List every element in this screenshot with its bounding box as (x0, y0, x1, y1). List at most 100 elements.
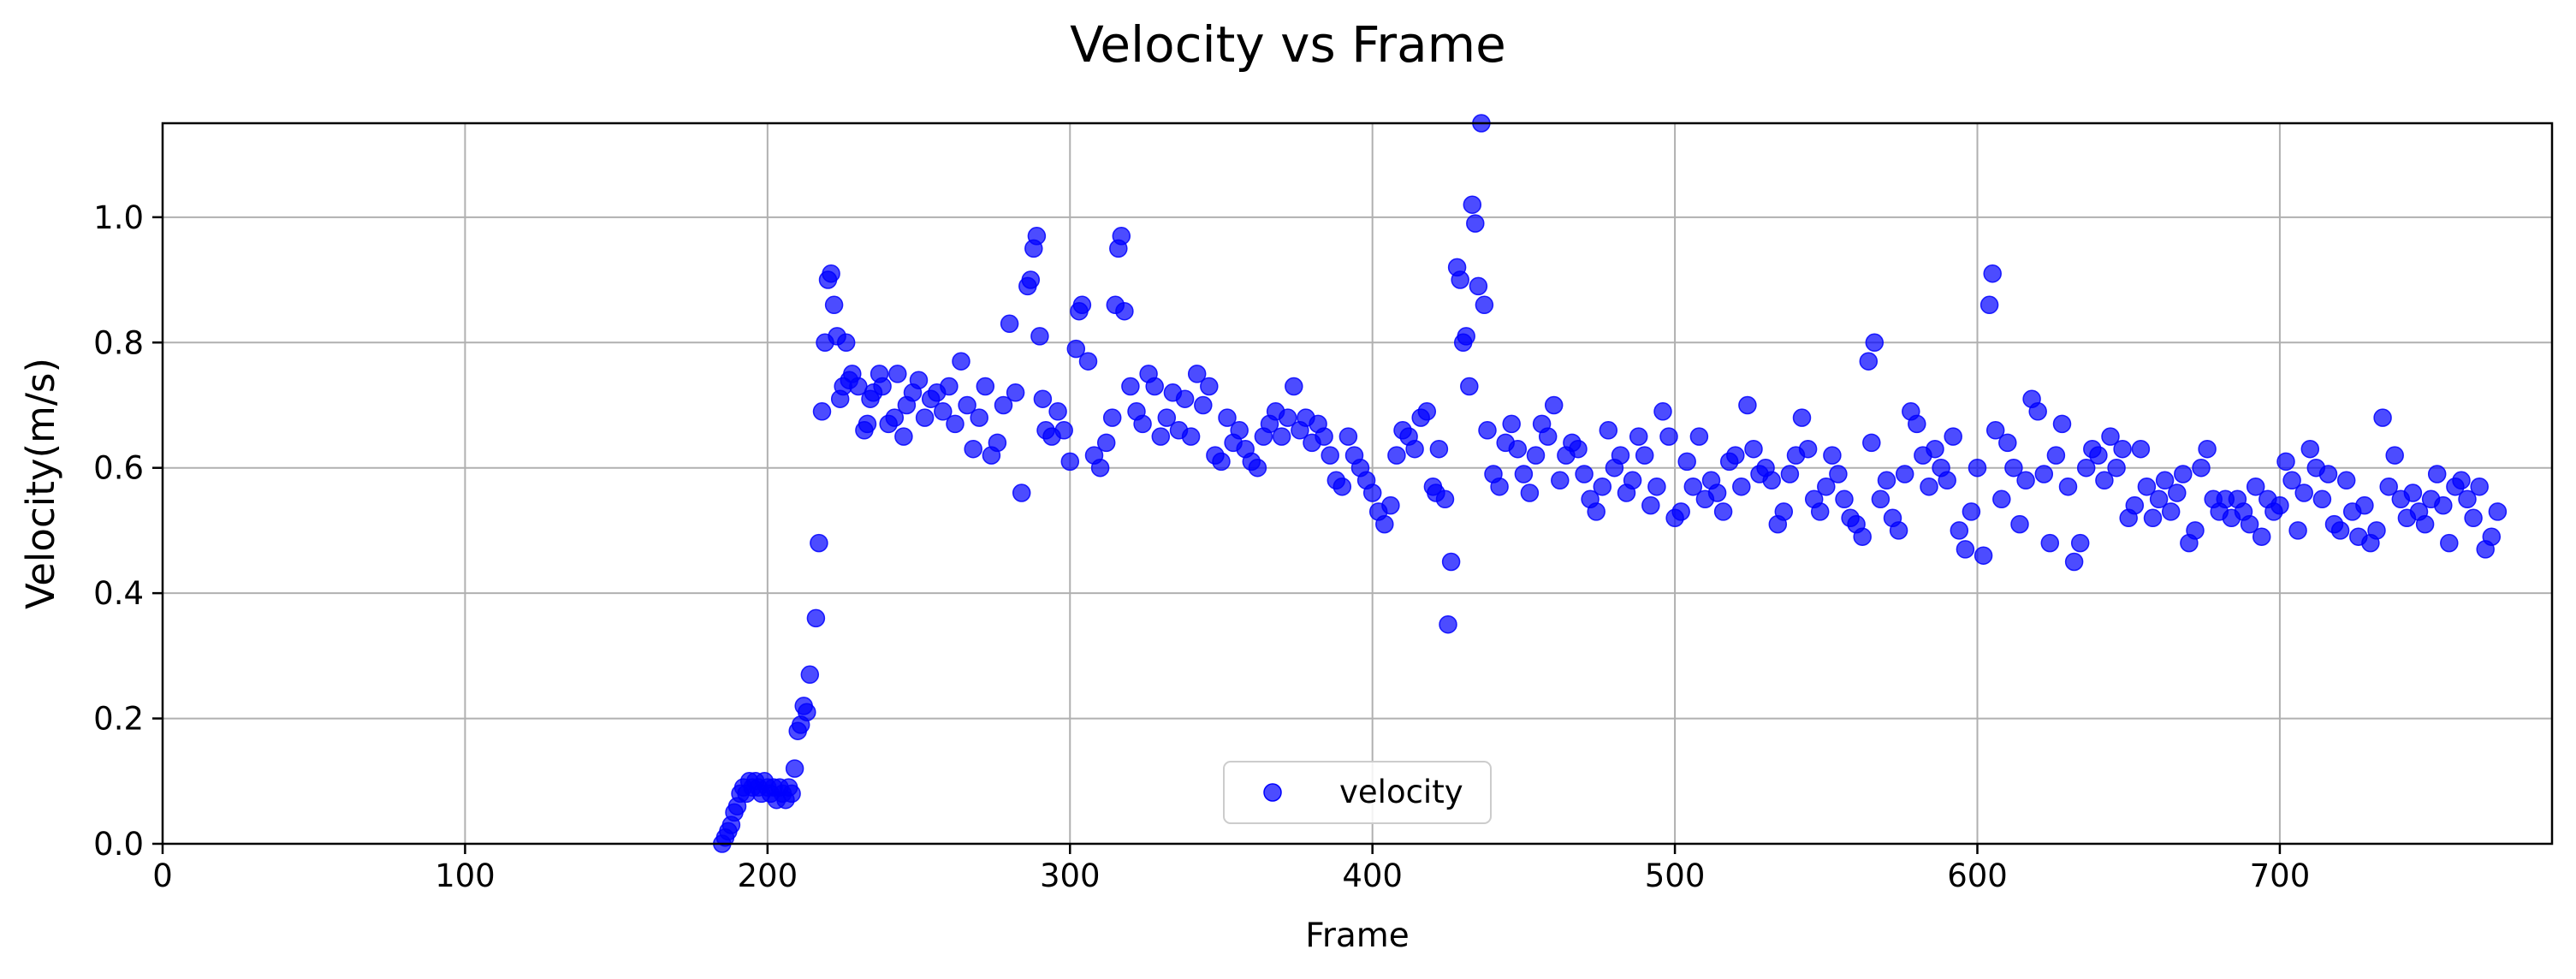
data-point (2276, 452, 2295, 472)
data-point (1469, 276, 1488, 296)
data-point (1490, 477, 1509, 496)
data-point (1956, 540, 1975, 559)
y-tick-label: 0.6 (93, 450, 144, 487)
data-point (1102, 408, 1122, 427)
data-point (1629, 427, 1648, 446)
data-point (1435, 490, 1455, 509)
data-point (1853, 527, 1872, 546)
data-point (1021, 270, 1041, 289)
data-point (1677, 452, 1696, 472)
data-point (2373, 408, 2392, 427)
data-point (1835, 490, 1854, 509)
data-point (1072, 295, 1092, 315)
data-point (885, 408, 905, 427)
data-point (2034, 465, 2054, 484)
data-point (1926, 439, 1944, 459)
data-point (1738, 395, 1757, 415)
data-point (2186, 521, 2205, 540)
data-point (1200, 377, 1219, 396)
data-point (2058, 477, 2078, 496)
data-point (2149, 490, 2169, 509)
data-point (1387, 446, 1406, 465)
data-point (1121, 377, 1140, 396)
x-tick-label: 0 (152, 857, 173, 894)
data-point (806, 608, 826, 628)
data-point (1985, 421, 2005, 440)
data-point (2355, 495, 2374, 515)
data-point (2143, 508, 2163, 528)
data-point (2488, 502, 2508, 521)
data-point (2415, 514, 2435, 534)
data-point (1810, 502, 1830, 521)
data-point (2089, 446, 2108, 465)
data-point (1502, 414, 1521, 434)
data-point (1862, 433, 1881, 453)
data-point (2312, 490, 2332, 509)
data-point (1090, 458, 1110, 478)
data-point (888, 365, 907, 383)
data-point (1551, 471, 1570, 490)
data-point (1321, 446, 1339, 465)
data-point (1475, 295, 1494, 315)
data-point (934, 402, 953, 421)
x-tick-label: 100 (435, 857, 496, 894)
data-point (1871, 490, 1890, 509)
data-point (940, 377, 959, 396)
data-point (2330, 521, 2350, 540)
data-point (2288, 521, 2307, 540)
data-point (1078, 352, 1098, 371)
data-point (1998, 433, 2017, 453)
data-point (1218, 408, 1237, 427)
data-point (2385, 446, 2404, 465)
data-point (2294, 484, 2313, 502)
axes-frame (161, 122, 2554, 846)
data-point (1920, 477, 1938, 496)
data-point (1526, 446, 1546, 465)
data-point (1683, 477, 1703, 496)
data-point (1466, 214, 1485, 233)
data-point (1115, 301, 1134, 321)
data-point (1457, 327, 1475, 346)
data-point (2470, 477, 2489, 496)
data-point (1285, 377, 1303, 396)
y-axis-label: Velocity(m/s) (18, 358, 63, 609)
data-point (1726, 446, 1745, 465)
x-tick-label: 200 (738, 857, 798, 894)
data-point (1611, 446, 1630, 465)
y-tick-label: 1.0 (93, 199, 144, 236)
data-point (2282, 471, 2301, 490)
y-tick-label: 0.2 (93, 701, 144, 738)
plot-area (163, 123, 2552, 844)
data-point (1908, 414, 1926, 434)
x-tick-label: 700 (2250, 857, 2311, 894)
data-point (1054, 421, 1073, 440)
data-point (1889, 521, 1908, 540)
data-point (1451, 270, 1469, 289)
x-tick-label: 600 (1947, 857, 2008, 894)
data-point (2318, 465, 2338, 484)
data-point (1671, 502, 1690, 521)
data-point (988, 433, 1007, 453)
data-point (2161, 502, 2181, 521)
data-point (2367, 521, 2386, 540)
data-point (873, 377, 892, 396)
data-point (2440, 533, 2459, 553)
data-point (1575, 465, 1594, 484)
y-tick-label: 0.8 (93, 324, 144, 361)
data-point (1514, 465, 1534, 484)
data-point (1212, 452, 1231, 472)
data-point (1979, 295, 1999, 315)
data-point (2040, 533, 2060, 553)
data-point (1027, 227, 1047, 246)
data-point (1030, 327, 1049, 346)
data-point (994, 395, 1013, 415)
data-point (1429, 439, 1449, 459)
data-point (1417, 402, 1437, 421)
data-point (1950, 521, 1969, 540)
data-point (2403, 484, 2423, 502)
data-point (798, 703, 816, 721)
data-point (1792, 408, 1812, 427)
data-point (1877, 471, 1896, 490)
data-point (1983, 264, 2002, 283)
